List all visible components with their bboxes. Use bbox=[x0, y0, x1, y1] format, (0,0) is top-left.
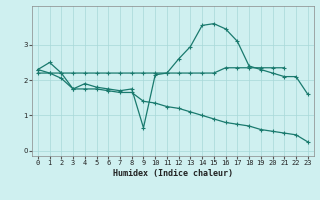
X-axis label: Humidex (Indice chaleur): Humidex (Indice chaleur) bbox=[113, 169, 233, 178]
